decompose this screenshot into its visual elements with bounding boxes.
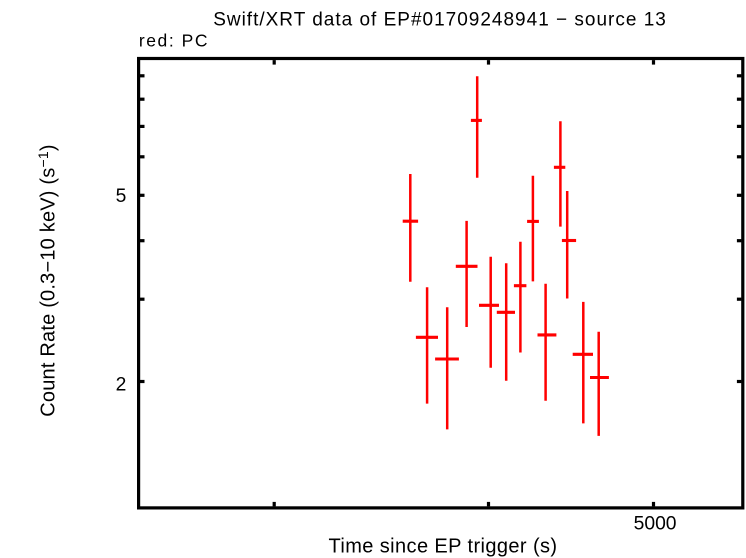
svg-text:Swift/XRT data of EP#017092489: Swift/XRT data of EP#01709248941 − sourc…: [213, 9, 667, 30]
svg-text:5000: 5000: [634, 513, 677, 534]
svg-text:Count Rate (0.3−10 keV) (s−1): Count Rate (0.3−10 keV) (s−1): [35, 144, 60, 416]
svg-text:Time since EP trigger (s): Time since EP trigger (s): [329, 535, 558, 557]
svg-text:red: PC: red: PC: [139, 31, 209, 51]
svg-text:2: 2: [116, 375, 127, 396]
svg-text:5: 5: [116, 186, 127, 207]
